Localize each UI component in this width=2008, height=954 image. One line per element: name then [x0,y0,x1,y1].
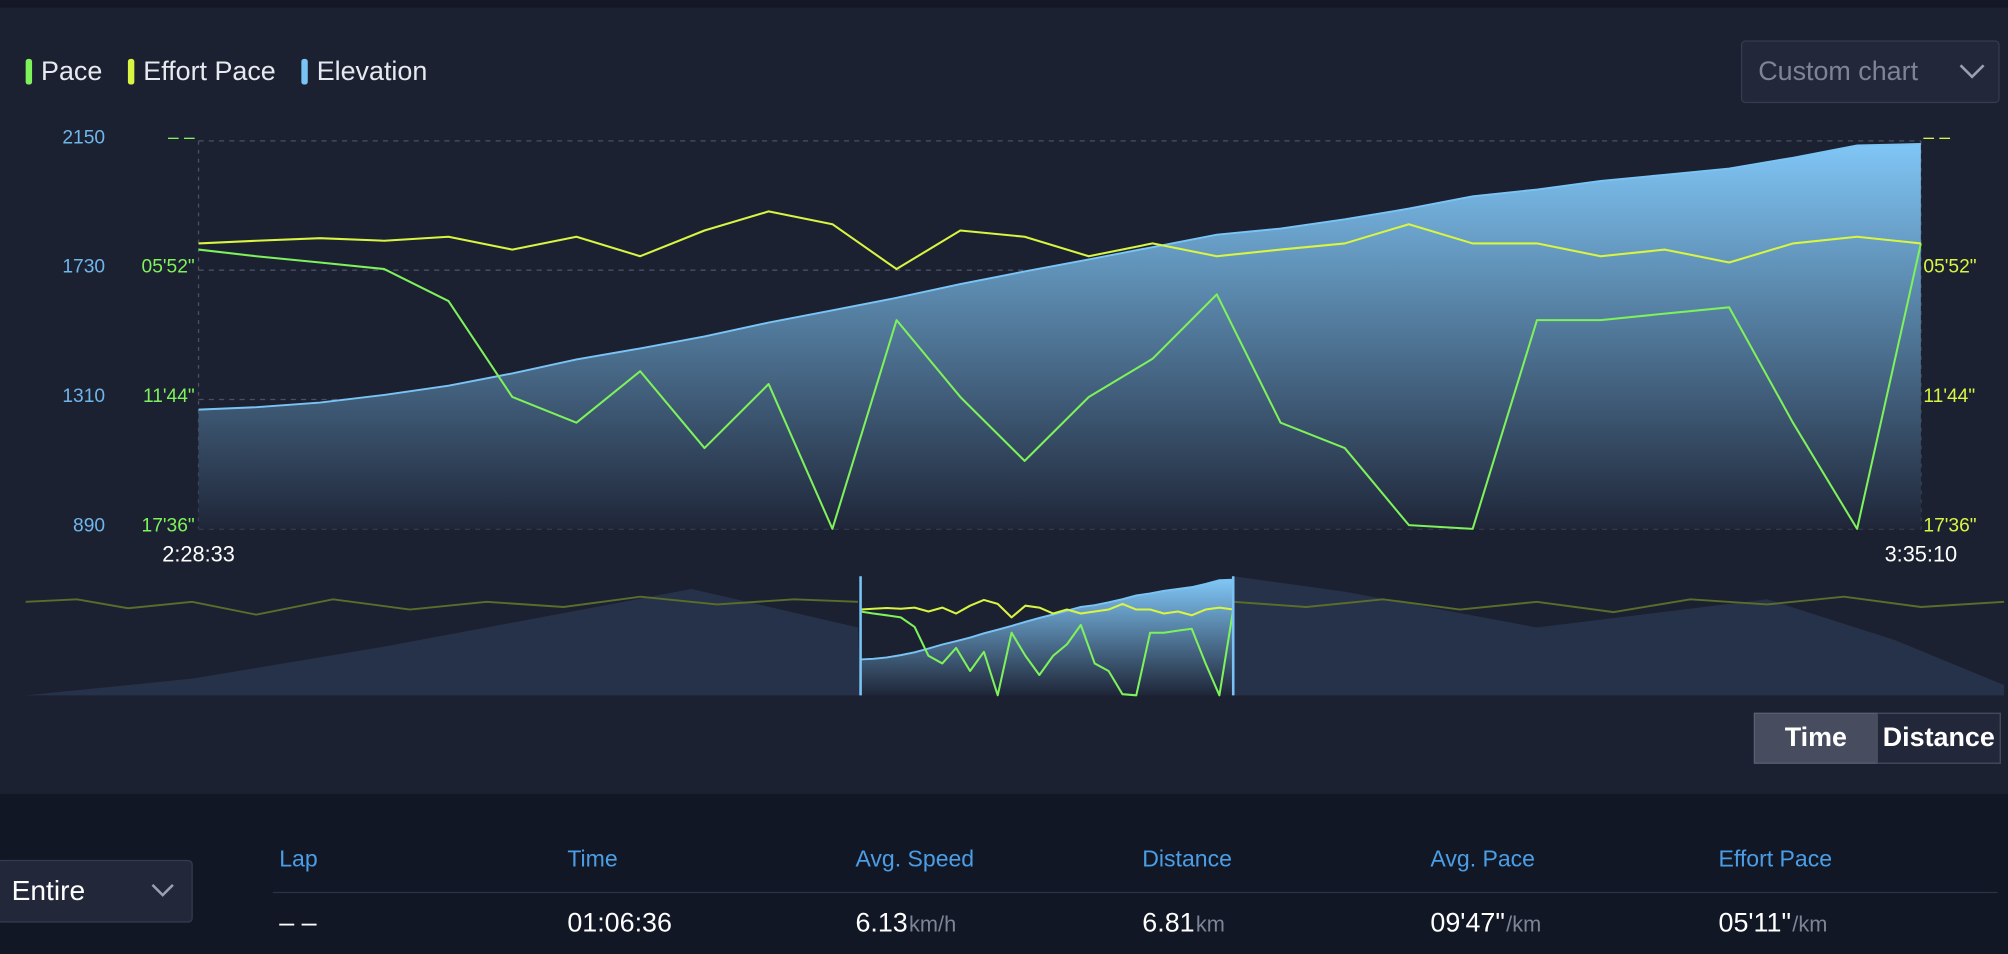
overview-bg-line [25,595,2005,616]
y2-tick-label: – – [1923,127,1950,148]
plot: 890 1310 1730 2150 17'36" 17'36" 11'44" 11'44" 0… [62,127,1976,566]
pace-line [198,210,1921,271]
top-strip [0,0,2008,8]
toggle-label[interactable]: Distance [1883,722,1995,752]
legend-label: Elevation [317,56,428,86]
table-unit: km [1196,912,1225,937]
pace-line [860,598,1234,619]
table-panel [0,793,2008,954]
x-tick-label: 3:35:10 [1885,542,1958,567]
toggle-time[interactable] [1753,712,1878,764]
x-tick-label: 2:28:33 [162,542,235,567]
overview-window[interactable] [859,576,1235,697]
legend-label: Pace [41,56,102,86]
legend-label: Effort Pace [143,56,275,86]
table-header: Lap [279,846,317,872]
table-header: Time [567,846,617,872]
y2-tick-label: 05'52" [1923,257,1976,278]
table-cell: 01:06:36 [567,908,672,938]
y-tick-label: 2150 [62,127,105,148]
y-tick-label: 890 [73,515,105,536]
table-header: Avg. Pace [1430,846,1535,872]
overview-bg-area [25,576,2005,696]
legend-swatch [301,58,308,85]
toggle-distance[interactable] [1876,712,2001,764]
table: Lap Time Avg. Speed Distance Avg. Pace Effort… [279,846,1832,938]
y-tick-label: 1730 [62,257,105,278]
table-unit: /km [1792,912,1827,937]
chevron [151,883,174,897]
table-cell: 6.13 [855,908,907,938]
legend-swatch [25,58,33,85]
y2-tick-label: 05'52" [142,257,195,278]
range-select-label[interactable]: Entire [12,874,86,906]
y2-tick-label: 11'44" [1923,386,1975,407]
y2-tick-label: – – [168,127,195,148]
table-cell: – – [279,908,316,938]
chart-select[interactable] [1740,40,2000,104]
elevation-area [860,579,1234,696]
chart-select-label[interactable]: Custom chart [1758,56,1918,86]
table-cell: 05'11" [1719,908,1791,938]
y2-tick-label: 11'44" [143,386,195,407]
pace-line [860,609,1235,697]
table-unit: km/h [909,912,956,937]
chevron [1959,64,1985,79]
range-select[interactable] [0,859,193,923]
table-header: Distance [1142,846,1232,872]
table-header: Effort Pace [1719,846,1833,872]
legend: Pace Effort Pace Elevation [25,56,428,86]
y2-tick-label: 17'36" [1923,515,1976,536]
elevation-area [198,143,1921,529]
pace-line [198,243,1922,530]
toggle-label[interactable]: Time [1785,722,1847,752]
table-header: Avg. Speed [855,846,974,872]
table-unit: /km [1506,912,1541,937]
legend-swatch [127,58,135,85]
y2-tick-label: 17'36" [142,515,195,536]
elevation-line [860,578,1234,661]
table-cell: 6.81 [1142,908,1194,938]
elevation-line [198,142,1921,411]
table-cell: 09'47" [1430,908,1504,938]
y-tick-label: 1310 [62,386,105,407]
